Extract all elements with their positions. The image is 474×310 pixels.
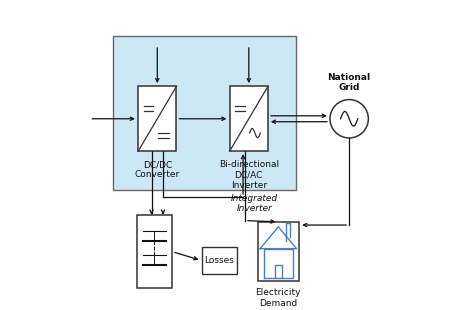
FancyBboxPatch shape	[137, 215, 172, 289]
Text: Integrated
Inverter: Integrated Inverter	[231, 194, 278, 214]
Circle shape	[330, 100, 368, 138]
Text: DC/DC
Converter: DC/DC Converter	[135, 160, 180, 179]
FancyBboxPatch shape	[138, 86, 176, 151]
FancyBboxPatch shape	[258, 222, 299, 281]
Text: National
Grid: National Grid	[328, 73, 371, 92]
FancyBboxPatch shape	[201, 247, 237, 274]
Text: Bi-directional
DC/AC
Inverter: Bi-directional DC/AC Inverter	[219, 160, 279, 190]
FancyBboxPatch shape	[229, 86, 268, 151]
Text: Losses: Losses	[204, 256, 234, 265]
Text: Electricity
Demand: Electricity Demand	[255, 289, 301, 308]
FancyBboxPatch shape	[113, 36, 296, 190]
